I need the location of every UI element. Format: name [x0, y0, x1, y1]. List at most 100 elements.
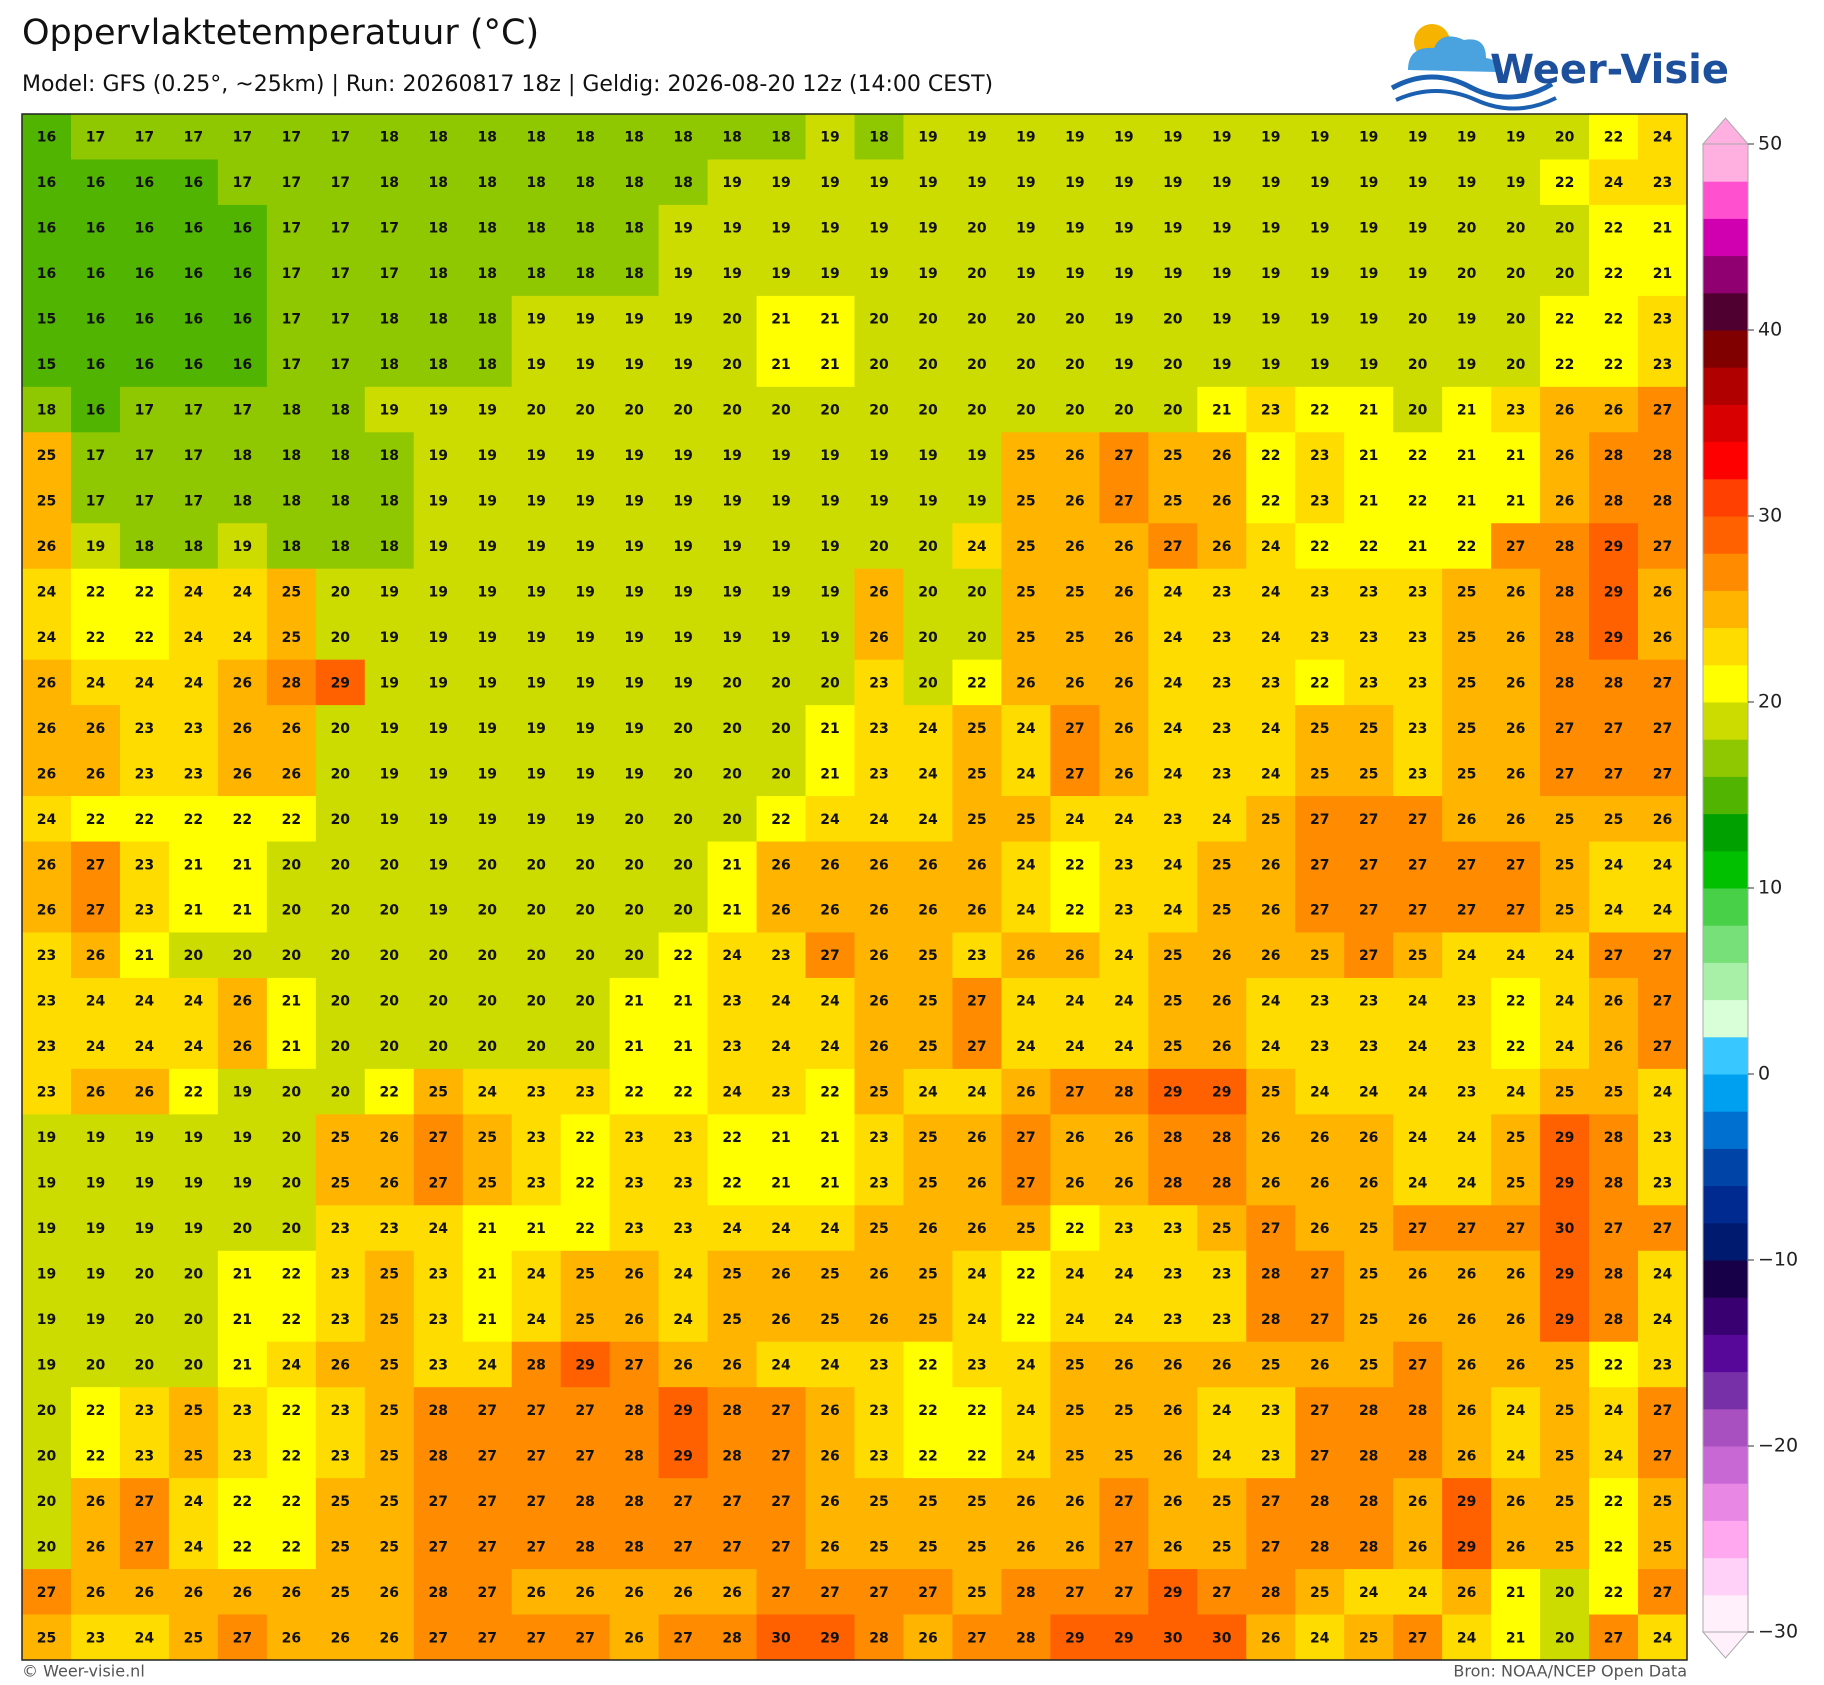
temperature-cell — [854, 1205, 904, 1252]
temperature-cell — [511, 1341, 562, 1388]
temperature-label: 23 — [135, 766, 154, 782]
temperature-cell — [658, 386, 709, 433]
temperature-cell — [266, 1523, 317, 1570]
temperature-label: 26 — [1506, 1494, 1525, 1510]
temperature-label: 18 — [429, 357, 448, 373]
temperature-cell — [1148, 1341, 1198, 1388]
temperature-label: 23 — [37, 1039, 56, 1055]
temperature-label: 23 — [1212, 721, 1231, 737]
temperature-cell — [1050, 523, 1100, 570]
temperature-cell — [1246, 159, 1296, 206]
temperature-label: 20 — [184, 1312, 204, 1328]
temperature-label: 27 — [1212, 1585, 1231, 1601]
temperature-label: 24 — [820, 1039, 840, 1055]
temperature-cell — [462, 341, 513, 388]
temperature-label: 24 — [1163, 630, 1183, 646]
temperature-cell — [1246, 1341, 1296, 1388]
temperature-label: 26 — [380, 1630, 399, 1646]
temperature-cell — [1099, 432, 1149, 479]
temperature-cell — [119, 341, 170, 388]
temperature-label: 23 — [722, 1039, 741, 1055]
temperature-cell — [168, 932, 219, 979]
temperature-label: 24 — [1604, 1448, 1624, 1464]
temperature-cell — [266, 1159, 317, 1206]
temperature-label: 21 — [820, 766, 839, 782]
temperature-label: 28 — [1555, 675, 1574, 691]
temperature-cell — [70, 1432, 121, 1479]
temperature-label: 19 — [184, 1221, 203, 1237]
temperature-cell — [364, 523, 415, 570]
temperature-cell — [854, 341, 904, 388]
temperature-cell — [1295, 1023, 1345, 1070]
temperature-cell — [1050, 341, 1100, 388]
temperature-label: 26 — [869, 994, 888, 1010]
temperature-cell — [1638, 1250, 1687, 1297]
temperature-label: 25 — [1506, 1176, 1525, 1192]
temperature-cell — [364, 1387, 415, 1434]
temperature-label: 23 — [331, 1448, 350, 1464]
temperature-label: 20 — [282, 857, 302, 873]
temperature-cell — [70, 1159, 121, 1206]
temperature-cell — [413, 1068, 464, 1115]
temperature-label: 26 — [1555, 403, 1574, 419]
temperature-label: 24 — [1261, 1039, 1281, 1055]
temperature-label: 19 — [1065, 221, 1084, 237]
temperature-label: 27 — [1457, 903, 1476, 919]
temperature-cell — [805, 1296, 855, 1343]
temperature-cell — [1638, 114, 1687, 160]
temperature-cell — [511, 386, 562, 433]
temperature-cell — [854, 114, 904, 160]
temperature-label: 23 — [1408, 766, 1427, 782]
temperature-label: 27 — [37, 1585, 56, 1601]
temperature-label: 18 — [477, 266, 496, 282]
temperature-cell — [1589, 1614, 1639, 1660]
temperature-cell — [22, 841, 72, 888]
temperature-cell — [854, 1569, 904, 1616]
temperature-label: 17 — [331, 266, 350, 282]
temperature-label: 19 — [1261, 130, 1280, 146]
temperature-label: 16 — [184, 357, 203, 373]
temperature-cell — [1295, 250, 1345, 297]
temperature-cell — [22, 1114, 72, 1161]
temperature-cell — [1197, 477, 1247, 524]
temperature-cell — [22, 432, 72, 479]
temperature-label: 26 — [1261, 1176, 1280, 1192]
temperature-label: 26 — [1261, 948, 1280, 964]
temperature-label: 18 — [380, 130, 399, 146]
temperature-cell — [805, 1159, 855, 1206]
temperature-cell — [1197, 523, 1247, 570]
temperature-label: 23 — [1506, 403, 1525, 419]
temperature-label: 23 — [869, 1357, 888, 1373]
temperature-cell — [315, 1205, 366, 1252]
temperature-label: 24 — [477, 1357, 497, 1373]
temperature-label: 19 — [37, 1267, 56, 1283]
temperature-label: 23 — [1653, 175, 1672, 191]
colorbar-tick-label: −30 — [1758, 1621, 1798, 1643]
temperature-label: 29 — [575, 1357, 594, 1373]
temperature-cell — [1246, 1023, 1296, 1070]
temperature-cell — [266, 432, 317, 479]
temperature-label: 26 — [37, 539, 56, 555]
temperature-label: 19 — [575, 721, 594, 737]
temperature-label: 21 — [282, 1039, 301, 1055]
temperature-cell — [560, 1523, 611, 1570]
temperature-cell — [511, 1250, 562, 1297]
temperature-cell — [1295, 568, 1345, 615]
temperature-label: 26 — [820, 1539, 839, 1555]
temperature-label: 16 — [86, 312, 105, 328]
temperature-cell — [364, 887, 415, 933]
temperature-label: 27 — [526, 1448, 545, 1464]
temperature-label: 27 — [575, 1630, 594, 1646]
temperature-label: 21 — [1408, 539, 1427, 555]
temperature-cell — [217, 1068, 268, 1115]
colorbar-tick-label: 0 — [1758, 1063, 1770, 1085]
temperature-label: 19 — [1457, 312, 1476, 328]
temperature-cell — [1442, 796, 1492, 843]
colorbar-band — [1703, 1483, 1748, 1521]
temperature-label: 26 — [1457, 1312, 1476, 1328]
temperature-label: 27 — [1359, 948, 1378, 964]
temperature-label: 27 — [673, 1494, 692, 1510]
temperature-cell — [1197, 1296, 1247, 1343]
temperature-label: 22 — [1555, 357, 1574, 373]
temperature-cell — [1148, 1296, 1198, 1343]
